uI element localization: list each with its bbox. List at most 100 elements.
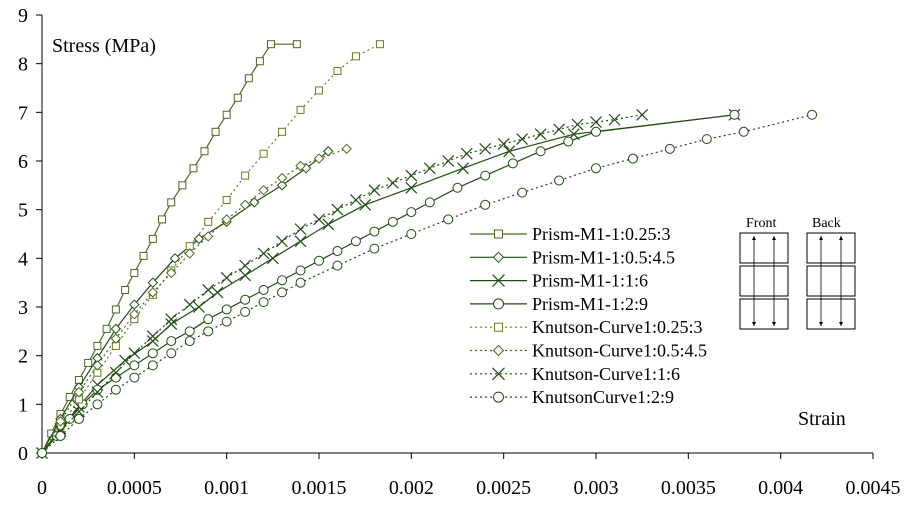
- x-tick-label: 0.004: [758, 477, 803, 499]
- y-tick-label: 2: [18, 346, 28, 368]
- data-point: [211, 127, 220, 136]
- data-point: [222, 110, 231, 119]
- data-point: [84, 358, 93, 367]
- data-point: [146, 330, 159, 343]
- data-point: [129, 360, 140, 371]
- data-point: [627, 153, 638, 164]
- y-tick-label: 4: [18, 248, 28, 270]
- data-point: [166, 336, 177, 347]
- data-point: [276, 235, 288, 248]
- data-point: [240, 294, 251, 305]
- data-point: [178, 181, 187, 190]
- data-point: [257, 247, 270, 260]
- data-point: [729, 109, 740, 120]
- data-point: [202, 231, 214, 242]
- x-tick-label: 0.0005: [107, 477, 162, 499]
- y-tick-label: 3: [18, 297, 28, 319]
- data-point: [369, 226, 380, 237]
- data-point: [534, 128, 547, 141]
- data-point: [193, 301, 205, 313]
- data-point: [258, 184, 269, 196]
- data-point: [203, 314, 214, 325]
- data-point: [110, 333, 122, 344]
- inset-block: [806, 298, 856, 330]
- data-point: [266, 252, 279, 265]
- data-point: [55, 430, 66, 441]
- legend-label: Prism-M1-1:0.5:4.5: [532, 247, 675, 267]
- inset-front-label: Front: [746, 216, 776, 231]
- data-point: [295, 160, 306, 172]
- data-point: [295, 265, 306, 276]
- inset-arrow-down: [819, 322, 823, 326]
- data-point: [295, 277, 306, 288]
- data-point: [535, 146, 546, 157]
- legend-marker: [494, 229, 503, 239]
- legend-marker: [492, 251, 505, 264]
- inset-block: [806, 265, 856, 297]
- y-tick-label: 5: [18, 200, 28, 222]
- data-point: [222, 195, 231, 204]
- y-tick-label: 7: [18, 102, 28, 124]
- series-line: [41, 148, 347, 454]
- series-line: [41, 150, 329, 454]
- data-point: [129, 309, 140, 320]
- data-point: [220, 271, 233, 284]
- data-point: [590, 116, 602, 128]
- data-point: [37, 448, 47, 458]
- data-point: [507, 158, 518, 169]
- data-point: [314, 255, 324, 266]
- data-point: [266, 40, 275, 49]
- data-point: [129, 372, 140, 383]
- x-tick-label: 0.0035: [661, 477, 716, 499]
- data-point: [121, 285, 130, 294]
- data-point: [503, 145, 516, 158]
- legend-marker: [494, 322, 503, 332]
- data-point: [351, 52, 360, 61]
- legend-label: Prism-M1-1:1:6: [532, 271, 648, 291]
- inset-arrow-up: [772, 236, 776, 240]
- inset-arrow-down: [752, 322, 756, 326]
- inset-arrow-down: [839, 322, 843, 326]
- data-point: [255, 57, 264, 66]
- data-point: [119, 354, 132, 367]
- data-point: [701, 134, 712, 145]
- data-point: [277, 287, 288, 298]
- data-point: [147, 348, 158, 359]
- x-tick-label: 0.0015: [292, 477, 347, 499]
- data-point: [664, 143, 675, 154]
- legend-label: Knutson-Curve1:1:6: [532, 364, 680, 384]
- data-point: [443, 214, 454, 225]
- x-tick-label: 0.0045: [846, 477, 901, 499]
- series-line: [41, 114, 813, 454]
- data-point: [109, 366, 122, 379]
- data-point: [313, 213, 325, 226]
- legend: Prism-M1-1:0.25:3 Prism-M1-1:0.5:4.5 Prism…: [470, 224, 707, 407]
- data-point: [369, 243, 380, 254]
- data-point: [102, 324, 111, 333]
- data-point: [221, 304, 232, 315]
- inset-arrow-up: [752, 236, 756, 240]
- data-point: [375, 40, 384, 49]
- data-point: [239, 199, 251, 211]
- data-point: [92, 399, 103, 410]
- data-point: [221, 214, 232, 225]
- data-point: [571, 118, 584, 131]
- data-point: [331, 203, 344, 216]
- data-point: [292, 40, 301, 49]
- data-point: [202, 284, 215, 296]
- data-point: [165, 318, 178, 330]
- data-point: [110, 323, 122, 335]
- legend-marker: [492, 344, 505, 357]
- x-tick-label: 0: [37, 477, 47, 499]
- data-point: [296, 105, 305, 114]
- inset-block: [739, 298, 789, 330]
- data-point: [239, 269, 252, 282]
- data-point: [129, 299, 140, 310]
- data-point: [460, 147, 473, 160]
- x-tick-label: 0.001: [204, 477, 249, 499]
- data-point: [158, 215, 167, 224]
- y-tick-label: 0: [18, 443, 28, 465]
- data-point: [315, 86, 323, 95]
- data-point: [241, 171, 250, 180]
